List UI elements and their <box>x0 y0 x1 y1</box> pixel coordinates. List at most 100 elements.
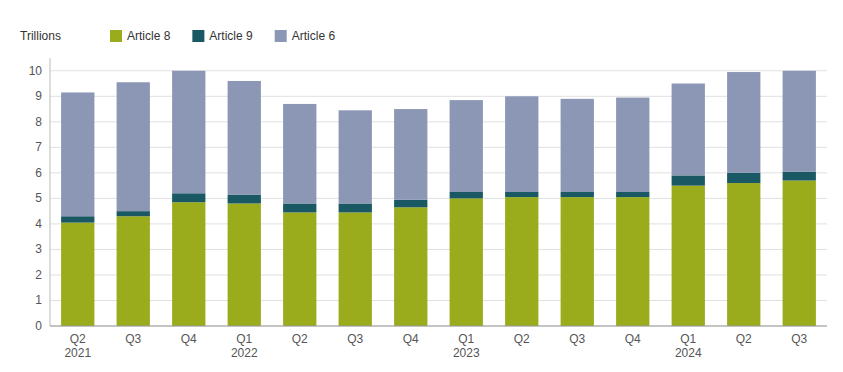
grid-line <box>50 172 827 173</box>
bar-segment <box>505 96 538 192</box>
bar-segment <box>672 84 705 176</box>
bar-segment <box>450 192 483 198</box>
x-tick-label-line: Q2 <box>292 332 308 346</box>
bar-segment <box>783 71 816 172</box>
bar-segment <box>283 212 316 326</box>
chart: 012345678910Q22021Q3Q4Q12022Q2Q3Q4Q12023… <box>0 0 843 372</box>
bar-segment <box>561 197 594 326</box>
bar-segment <box>117 211 150 216</box>
y-tick-label: 10 <box>29 64 43 78</box>
y-tick-label: 5 <box>35 191 42 205</box>
x-tick-label: Q3 <box>125 332 141 346</box>
bar-segment <box>394 109 427 200</box>
x-tick-label-line: Q3 <box>569 332 585 346</box>
grid-line <box>50 300 827 301</box>
bar-segment <box>727 173 760 183</box>
x-tick-label-line: Q2 <box>736 332 752 346</box>
x-tick-label: Q12023 <box>453 332 480 360</box>
bar-segment <box>783 181 816 326</box>
bar-segment <box>61 216 94 222</box>
bar-segment <box>394 207 427 326</box>
x-tick-label: Q4 <box>403 332 419 346</box>
bar-segment <box>783 172 816 181</box>
y-axis-label: Trillions <box>20 29 61 43</box>
x-tick-label-line: Q2 <box>70 332 86 346</box>
x-tick-label-line: Q4 <box>181 332 197 346</box>
bar-segment <box>505 192 538 197</box>
x-tick-label-line: Q3 <box>791 332 807 346</box>
bar-segment <box>505 197 538 326</box>
x-axis-line <box>50 326 827 327</box>
x-tick-label-line: Q1 <box>236 332 252 346</box>
y-tick-label: 3 <box>35 242 42 256</box>
bar-segment <box>616 192 649 197</box>
y-tick-label: 6 <box>35 166 42 180</box>
bar-segment <box>394 200 427 208</box>
x-tick-label-line: 2023 <box>453 346 480 360</box>
bars <box>61 71 816 326</box>
x-tick-label: Q2 <box>292 332 308 346</box>
bar-segment <box>450 198 483 326</box>
grid-line <box>50 70 827 71</box>
y-tick-label: 8 <box>35 115 42 129</box>
x-tick-label: Q12024 <box>675 332 702 360</box>
bar-segment <box>727 72 760 173</box>
y-tick-label: 0 <box>35 319 42 333</box>
legend-label: Article 6 <box>292 29 336 43</box>
bar-segment <box>672 175 705 185</box>
grid-line <box>50 274 827 275</box>
bar-segment <box>61 223 94 326</box>
bar-segment <box>339 212 372 326</box>
bar-segment <box>561 99 594 192</box>
x-tick-label-line: Q2 <box>514 332 530 346</box>
y-tick-label: 7 <box>35 140 42 154</box>
legend-label: Article 9 <box>209 29 253 43</box>
x-tick-label-line: Q3 <box>125 332 141 346</box>
bar-segment <box>172 202 205 326</box>
y-tick-label: 1 <box>35 293 42 307</box>
bar-segment <box>172 193 205 202</box>
bar-segment <box>117 82 150 211</box>
bar-segment <box>283 203 316 212</box>
bar-segment <box>616 197 649 326</box>
x-tick-label: Q3 <box>347 332 363 346</box>
grid-line <box>50 121 827 122</box>
grid-line <box>50 326 827 327</box>
x-tick-label: Q4 <box>625 332 641 346</box>
x-tick-label-line: Q4 <box>625 332 641 346</box>
grid-line <box>50 223 827 224</box>
grid-line <box>50 147 827 148</box>
bar-segment <box>339 110 372 203</box>
x-tick-label-line: Q1 <box>458 332 474 346</box>
bar-segment <box>172 71 205 194</box>
x-tick-label-line: 2024 <box>675 346 702 360</box>
x-tick-label: Q2 <box>736 332 752 346</box>
bar-segment <box>61 92 94 216</box>
grid-line <box>50 198 827 199</box>
y-tick-label: 2 <box>35 268 42 282</box>
bar-segment <box>117 216 150 326</box>
grid-line <box>50 249 827 250</box>
x-tick-label-line: Q3 <box>347 332 363 346</box>
bar-segment <box>616 98 649 192</box>
x-tick-label-line: Q4 <box>403 332 419 346</box>
x-tick-label-line: 2022 <box>231 346 258 360</box>
chart-container: 012345678910Q22021Q3Q4Q12022Q2Q3Q4Q12023… <box>0 0 843 372</box>
bar-segment <box>339 203 372 212</box>
y-tick-label: 4 <box>35 217 42 231</box>
legend-swatch <box>275 30 287 42</box>
bar-segment <box>727 183 760 326</box>
grid <box>50 71 827 326</box>
x-tick-label: Q3 <box>569 332 585 346</box>
bar-segment <box>672 186 705 326</box>
y-tick-label: 9 <box>35 89 42 103</box>
x-tick-label-line: 2021 <box>64 346 91 360</box>
legend-label: Article 8 <box>127 29 171 43</box>
x-tick-label: Q4 <box>181 332 197 346</box>
x-tick-label: Q2 <box>514 332 530 346</box>
x-tick-label-line: Q1 <box>680 332 696 346</box>
grid-line <box>50 96 827 97</box>
legend-swatch <box>192 30 204 42</box>
bar-segment <box>228 195 261 204</box>
bar-segment <box>283 104 316 204</box>
